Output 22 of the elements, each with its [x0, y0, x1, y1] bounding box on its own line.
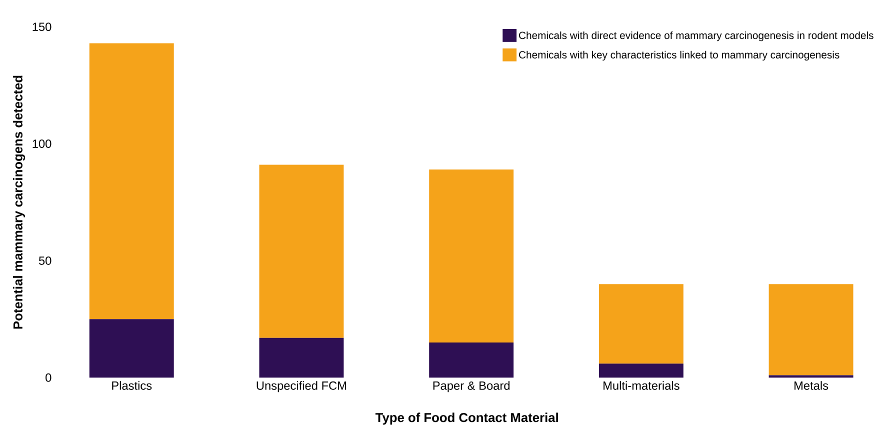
- y-tick-label: 0: [46, 373, 52, 382]
- x-tick-label: Metals: [794, 381, 828, 390]
- x-tick-label: Plastics: [112, 381, 152, 390]
- y-tick-label: 100: [32, 139, 52, 148]
- y-tick-label: 150: [32, 22, 52, 31]
- bar: [768, 284, 854, 376]
- x-tick-label: Unspecified FCM: [256, 381, 346, 392]
- bar: [598, 284, 684, 364]
- legend-label: Chemicals with key characteristics linked to mammary carcinogenesis: [519, 50, 840, 60]
- y-tick-label: 50: [38, 256, 52, 265]
- bar: [259, 338, 344, 378]
- bar: [598, 363, 684, 378]
- y-axis-title: Potential mammary carcinogens detected: [13, 76, 26, 329]
- bar: [259, 164, 344, 338]
- bar: [89, 319, 174, 378]
- bar: [429, 342, 514, 378]
- bar: [429, 169, 514, 342]
- x-tick-label: Multi-materials: [604, 381, 680, 390]
- x-axis-title: Type of Food Contact Material: [375, 412, 558, 425]
- legend-label: Chemicals with direct evidence of mammary carcinogenesis in rodent models: [519, 31, 874, 42]
- x-tick-label: Paper & Board: [433, 381, 510, 392]
- bar: [89, 43, 174, 320]
